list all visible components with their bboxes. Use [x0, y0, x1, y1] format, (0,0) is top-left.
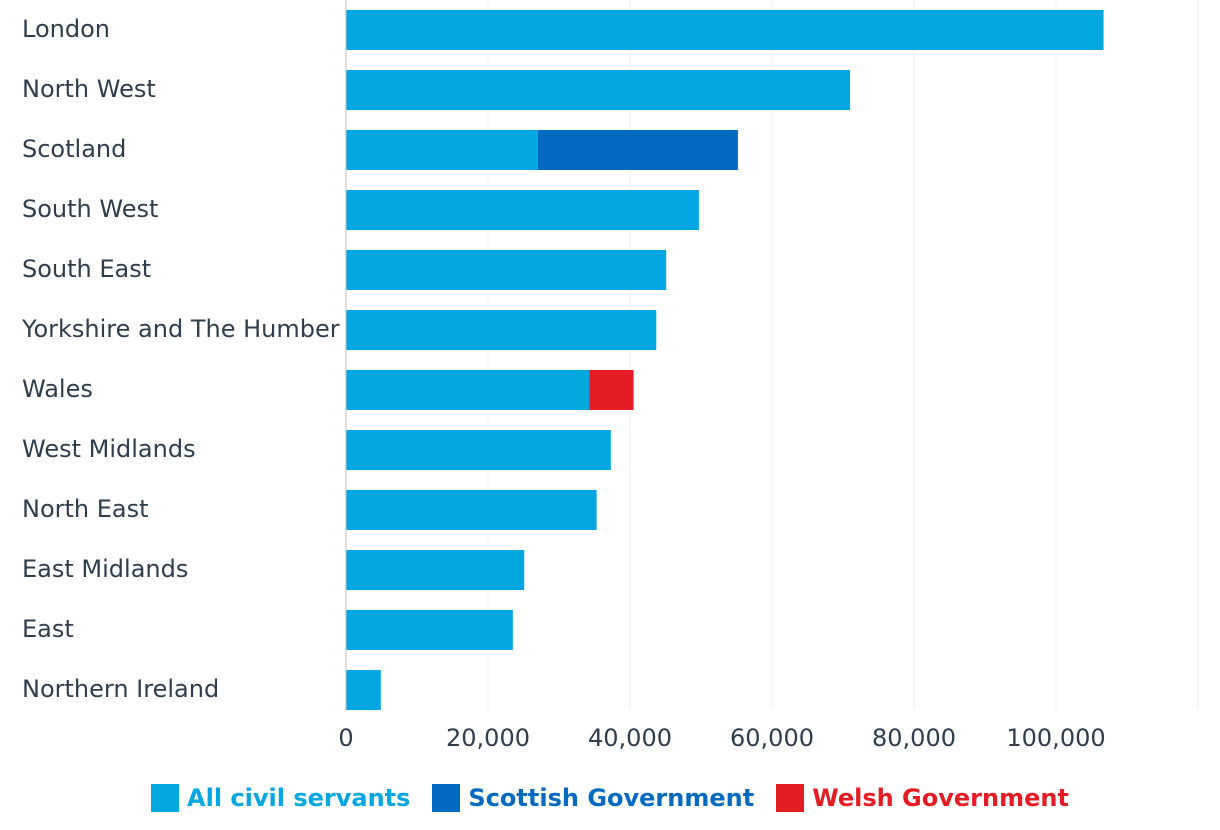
category-label-northern-ireland: Northern Ireland — [22, 675, 219, 703]
bar-london-all-civil-servants[interactable] — [346, 10, 1104, 50]
legend-label-all-civil-servants: All civil servants — [187, 784, 411, 812]
x-tick-label-60000: 60,000 — [730, 724, 814, 752]
category-label-wales: Wales — [22, 375, 93, 403]
bar-east-all-civil-servants[interactable] — [346, 610, 513, 650]
legend-item-scottish-government[interactable]: Scottish Government — [432, 784, 754, 812]
bar-wales-all-civil-servants[interactable] — [346, 370, 590, 410]
bar-west-midlands-all-civil-servants[interactable] — [346, 430, 611, 470]
category-label-south-east: South East — [22, 255, 151, 283]
bar-yorkshire-and-the-humber-all-civil-servants[interactable] — [346, 310, 657, 350]
category-label-west-midlands: West Midlands — [22, 435, 196, 463]
legend-label-scottish-government: Scottish Government — [468, 784, 755, 812]
category-labels: London North West Scotland South West South … — [21, 15, 340, 703]
bar-chart: London North West Scotland South West South … — [21, 0, 1199, 752]
bar-south-west-all-civil-servants[interactable] — [346, 190, 699, 230]
category-label-north-east: North East — [22, 495, 149, 523]
bar-east-midlands-all-civil-servants[interactable] — [346, 550, 525, 590]
legend-swatch-welsh-government — [776, 784, 805, 812]
x-tick-label-0: 0 — [338, 724, 353, 752]
legend: All civil servants Scottish Government W… — [0, 780, 1220, 816]
category-label-east-midlands: East Midlands — [22, 555, 188, 583]
x-tick-label-80000: 80,000 — [872, 724, 956, 752]
x-tick-label-20000: 20,000 — [446, 724, 530, 752]
legend-swatch-all-civil-servants — [151, 784, 180, 812]
legend-item-all-civil-servants[interactable]: All civil servants — [151, 784, 410, 812]
bar-south-east-all-civil-servants[interactable] — [346, 250, 667, 290]
legend-swatch-scottish-government — [432, 784, 461, 812]
grid-lines — [487, 0, 1199, 710]
x-tick-label-40000: 40,000 — [588, 724, 672, 752]
bar-scotland-scottish-government[interactable] — [537, 130, 738, 170]
category-label-south-west: South West — [22, 195, 158, 223]
bars — [346, 10, 1104, 710]
legend-label-welsh-government: Welsh Government — [812, 784, 1069, 812]
bar-north-west-all-civil-servants[interactable] — [346, 70, 851, 110]
category-label-east: East — [22, 615, 74, 643]
bar-wales-welsh-government[interactable] — [589, 370, 634, 410]
x-tick-label-100000: 100,000 — [1006, 724, 1105, 752]
category-label-north-west: North West — [22, 75, 156, 103]
bar-north-east-all-civil-servants[interactable] — [346, 490, 597, 530]
category-label-yorkshire-and-the-humber: Yorkshire and The Humber — [21, 315, 340, 343]
bar-scotland-all-civil-servants[interactable] — [346, 130, 538, 170]
category-label-london: London — [22, 15, 110, 43]
category-label-scotland: Scotland — [22, 135, 126, 163]
legend-item-welsh-government[interactable]: Welsh Government — [776, 784, 1069, 812]
bar-northern-ireland-all-civil-servants[interactable] — [346, 670, 381, 710]
x-axis-tick-labels: 0 20,000 40,000 60,000 80,000 100,000 — [338, 724, 1105, 752]
